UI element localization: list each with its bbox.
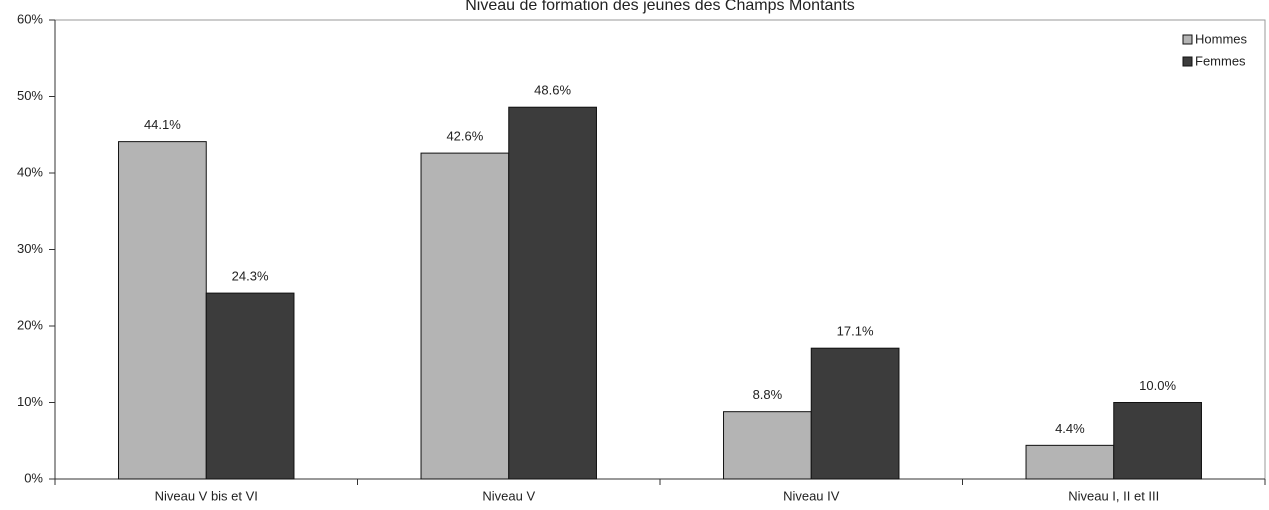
bar — [1025, 444, 1115, 480]
bar — [420, 152, 510, 480]
bar — [810, 347, 900, 480]
y-tick-label: 30% — [17, 241, 43, 256]
x-tick-label: Niveau IV — [783, 488, 840, 503]
legend-label: Femmes — [1195, 53, 1246, 68]
legend-swatch — [1182, 34, 1193, 45]
value-label: 42.6% — [446, 129, 483, 144]
bar — [205, 292, 295, 480]
value-label: 8.8% — [753, 387, 783, 402]
y-tick-label: 20% — [17, 317, 43, 332]
y-tick-label: 60% — [17, 11, 43, 26]
value-label: 48.6% — [534, 83, 571, 98]
y-tick-label: 10% — [17, 394, 43, 409]
legend-label: Hommes — [1195, 31, 1248, 46]
x-tick-label: Niveau V — [482, 488, 535, 503]
bar — [508, 106, 597, 480]
value-label: 44.1% — [144, 117, 181, 132]
bar — [118, 141, 207, 480]
legend-swatch — [1182, 56, 1193, 67]
chart-title: Niveau de formation des jeunes des Champ… — [465, 0, 855, 14]
bar — [723, 411, 812, 480]
y-tick-label: 50% — [17, 88, 43, 103]
value-label: 10.0% — [1139, 378, 1176, 393]
y-tick-label: 0% — [24, 470, 43, 485]
bar — [1113, 402, 1202, 480]
x-tick-label: Niveau V bis et VI — [155, 488, 258, 503]
value-label: 24.3% — [232, 269, 269, 284]
y-tick-label: 40% — [17, 164, 43, 179]
value-label: 17.1% — [837, 324, 874, 339]
value-label: 4.4% — [1055, 421, 1085, 436]
x-tick-label: Niveau I, II et III — [1068, 488, 1159, 503]
